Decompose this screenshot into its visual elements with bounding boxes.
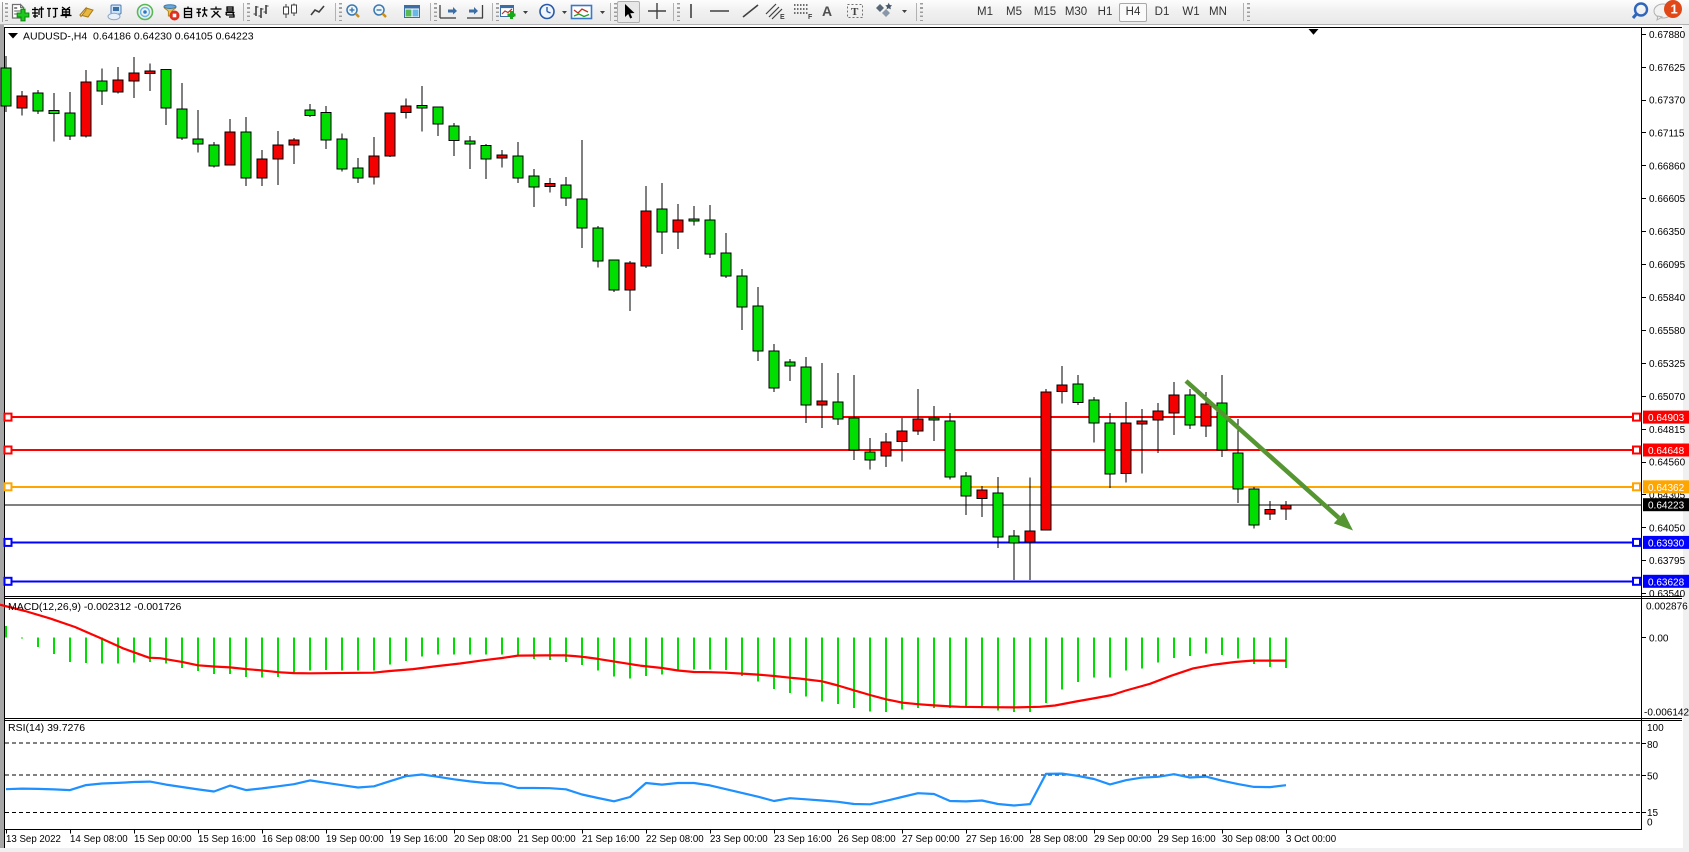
svg-text:50: 50 bbox=[1647, 772, 1659, 783]
svg-text:16 Sep 08:00: 16 Sep 08:00 bbox=[262, 834, 320, 845]
svg-text:15: 15 bbox=[1647, 808, 1659, 819]
svg-text:0.63795: 0.63795 bbox=[1649, 556, 1686, 567]
svg-text:1: 1 bbox=[1671, 2, 1678, 17]
svg-text:28 Sep 08:00: 28 Sep 08:00 bbox=[1030, 834, 1088, 845]
svg-text:27 Sep 00:00: 27 Sep 00:00 bbox=[902, 834, 960, 845]
svg-text:26 Sep 08:00: 26 Sep 08:00 bbox=[838, 834, 896, 845]
svg-text:27 Sep 16:00: 27 Sep 16:00 bbox=[966, 834, 1024, 845]
svg-text:14 Sep 08:00: 14 Sep 08:00 bbox=[70, 834, 128, 845]
svg-text:MACD(12,26,9) -0.002312 -0.001: MACD(12,26,9) -0.002312 -0.001726 bbox=[8, 601, 182, 613]
svg-text:0.65580: 0.65580 bbox=[1649, 326, 1686, 337]
svg-text:0.65325: 0.65325 bbox=[1649, 359, 1686, 370]
svg-text:0.002876: 0.002876 bbox=[1646, 602, 1688, 613]
svg-text:F: F bbox=[808, 14, 813, 21]
svg-text:0.67115: 0.67115 bbox=[1649, 129, 1685, 140]
svg-text:19 Sep 00:00: 19 Sep 00:00 bbox=[326, 834, 384, 845]
svg-text:0.63540: 0.63540 bbox=[1649, 589, 1686, 600]
svg-text:E: E bbox=[780, 14, 785, 21]
svg-text:29 Sep 00:00: 29 Sep 00:00 bbox=[1094, 834, 1152, 845]
svg-text:100: 100 bbox=[1647, 723, 1664, 734]
svg-text:0.64648: 0.64648 bbox=[1648, 446, 1685, 457]
svg-text:0.64560: 0.64560 bbox=[1649, 458, 1686, 469]
svg-text:22 Sep 08:00: 22 Sep 08:00 bbox=[646, 834, 704, 845]
svg-text:19 Sep 16:00: 19 Sep 16:00 bbox=[390, 834, 448, 845]
svg-text:0.64362: 0.64362 bbox=[1648, 483, 1685, 494]
svg-text:0.66605: 0.66605 bbox=[1649, 194, 1686, 205]
svg-text:0.66860: 0.66860 bbox=[1649, 161, 1686, 172]
svg-text:0.64305: 0.64305 bbox=[1649, 491, 1686, 502]
svg-text:0.63930: 0.63930 bbox=[1648, 538, 1685, 549]
svg-text:0.64223: 0.64223 bbox=[1648, 501, 1685, 512]
svg-text:29 Sep 16:00: 29 Sep 16:00 bbox=[1158, 834, 1216, 845]
svg-text:80: 80 bbox=[1647, 740, 1659, 751]
svg-text:0.00: 0.00 bbox=[1649, 634, 1669, 645]
svg-text:0.66350: 0.66350 bbox=[1649, 227, 1686, 238]
svg-text:0.64815: 0.64815 bbox=[1649, 425, 1686, 436]
svg-text:RSI(14) 39.7276: RSI(14) 39.7276 bbox=[8, 722, 85, 734]
svg-text:15 Sep 00:00: 15 Sep 00:00 bbox=[134, 834, 192, 845]
svg-text:3 Oct 00:00: 3 Oct 00:00 bbox=[1286, 834, 1337, 845]
svg-text:0.65070: 0.65070 bbox=[1649, 392, 1686, 403]
svg-text:0.64050: 0.64050 bbox=[1649, 523, 1686, 534]
svg-text:0.65840: 0.65840 bbox=[1649, 293, 1686, 304]
svg-text:0.66095: 0.66095 bbox=[1649, 260, 1686, 271]
svg-text:21 Sep 16:00: 21 Sep 16:00 bbox=[582, 834, 640, 845]
svg-text:0.67370: 0.67370 bbox=[1649, 96, 1686, 107]
svg-text:13 Sep 2022: 13 Sep 2022 bbox=[6, 834, 61, 845]
svg-text:0.63628: 0.63628 bbox=[1648, 577, 1685, 588]
svg-text:0.67625: 0.67625 bbox=[1649, 63, 1686, 74]
svg-text:0.67880: 0.67880 bbox=[1649, 30, 1686, 41]
svg-text:23 Sep 16:00: 23 Sep 16:00 bbox=[774, 834, 832, 845]
svg-text:-0.006142: -0.006142 bbox=[1644, 708, 1689, 719]
svg-text:AUDUSD-,H4 0.64186 0.64230 0.: AUDUSD-,H4 0.64186 0.64230 0.64105 0.642… bbox=[23, 31, 254, 43]
svg-text:T: T bbox=[851, 6, 859, 18]
svg-text:0.64903: 0.64903 bbox=[1648, 413, 1685, 424]
svg-text:21 Sep 00:00: 21 Sep 00:00 bbox=[518, 834, 576, 845]
svg-text:0: 0 bbox=[1647, 818, 1653, 829]
svg-text:23 Sep 00:00: 23 Sep 00:00 bbox=[710, 834, 768, 845]
svg-text:30 Sep 08:00: 30 Sep 08:00 bbox=[1222, 834, 1280, 845]
svg-text:20 Sep 08:00: 20 Sep 08:00 bbox=[454, 834, 512, 845]
svg-text:15 Sep 16:00: 15 Sep 16:00 bbox=[198, 834, 256, 845]
